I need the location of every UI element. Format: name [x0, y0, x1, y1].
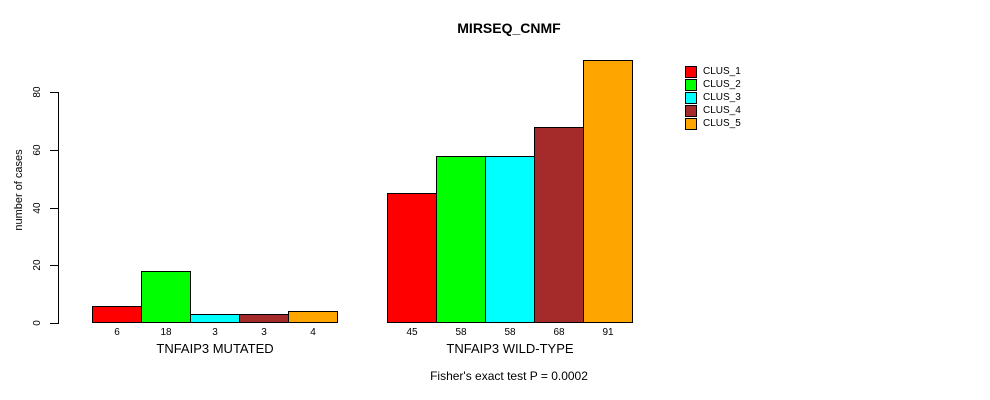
legend-label: CLUS_4 — [703, 105, 741, 116]
bar-value-label: 3 — [212, 327, 218, 338]
bar-clus_2 — [436, 156, 486, 323]
bar-clus_4 — [534, 127, 584, 323]
y-axis-tick-label: 0 — [32, 320, 43, 326]
y-axis-tick-label: 40 — [32, 202, 43, 214]
legend-label: CLUS_5 — [703, 118, 741, 129]
legend-label: CLUS_3 — [703, 92, 741, 103]
bar-clus_3 — [190, 314, 240, 323]
bar-clus_5 — [288, 311, 338, 323]
legend-swatch-clus_4 — [685, 105, 697, 117]
y-axis-label: number of cases — [13, 149, 25, 231]
bar-value-label: 6 — [114, 327, 120, 338]
y-axis-line — [58, 92, 59, 324]
legend-item: CLUS_4 — [685, 105, 741, 117]
legend-swatch-clus_3 — [685, 92, 697, 104]
y-axis-tick-label: 80 — [32, 86, 43, 98]
bar-value-label: 58 — [455, 327, 467, 338]
legend-swatch-clus_2 — [685, 79, 697, 91]
legend-item: CLUS_3 — [685, 92, 741, 104]
bar-value-label: 68 — [553, 327, 565, 338]
y-axis-tick — [50, 150, 58, 151]
bar-clus_4 — [239, 314, 289, 323]
y-axis-tick — [50, 323, 58, 324]
chart-title: MIRSEQ_CNMF — [457, 20, 561, 36]
y-axis-tick-label: 60 — [32, 144, 43, 156]
bar-clus_3 — [485, 156, 535, 323]
y-axis-tick — [50, 265, 58, 266]
bar-value-label: 91 — [602, 327, 614, 338]
legend-item: CLUS_5 — [685, 118, 741, 130]
legend-swatch-clus_1 — [685, 66, 697, 78]
bar-value-label: 45 — [406, 327, 418, 338]
bar-value-label: 18 — [160, 327, 172, 338]
bar-clus_1 — [387, 193, 437, 323]
bar-clus_1 — [92, 306, 142, 323]
y-axis-tick — [50, 208, 58, 209]
y-axis-tick — [50, 92, 58, 93]
bar-value-label: 58 — [504, 327, 516, 338]
bar-clus_5 — [583, 60, 633, 323]
group-label: TNFAIP3 WILD-TYPE — [446, 341, 574, 356]
bar-value-label: 4 — [310, 327, 316, 338]
legend-item: CLUS_2 — [685, 79, 741, 91]
legend-label: CLUS_1 — [703, 66, 741, 77]
legend-label: CLUS_2 — [703, 79, 741, 90]
legend-item: CLUS_1 — [685, 66, 741, 78]
bar-clus_2 — [141, 271, 191, 323]
bar-value-label: 3 — [261, 327, 267, 338]
group-label: TNFAIP3 MUTATED — [156, 341, 274, 356]
legend-swatch-clus_5 — [685, 118, 697, 130]
y-axis-tick-label: 20 — [32, 259, 43, 271]
caption: Fisher's exact test P = 0.0002 — [430, 369, 588, 383]
